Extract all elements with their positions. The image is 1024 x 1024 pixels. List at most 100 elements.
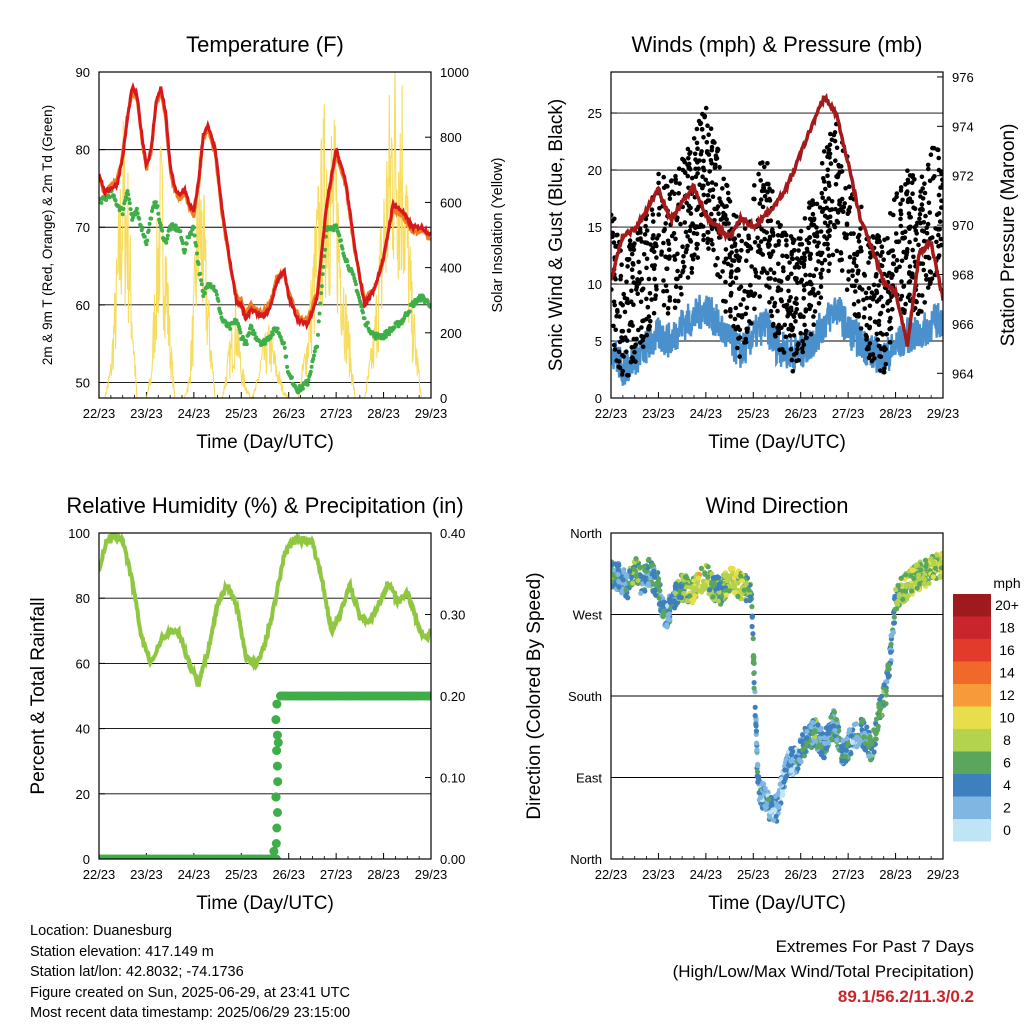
- gust-point: [820, 209, 825, 214]
- dewpoint-point: [196, 262, 201, 266]
- gust-point: [793, 319, 798, 324]
- speed-legend: mph 20+ 18 16 14 12 10 8 6 4 2 0: [953, 575, 1021, 842]
- direction-point: [909, 567, 916, 573]
- y2-tick-label: 400: [440, 261, 462, 276]
- gust-point: [735, 255, 741, 261]
- gust-point: [683, 249, 689, 255]
- location-text: Location: Duanesburg: [30, 923, 172, 939]
- direction-point: [786, 762, 792, 768]
- gust-point: [619, 335, 624, 340]
- gust-point: [863, 332, 869, 338]
- precip-point: [271, 715, 281, 725]
- y2-tick-label: 968: [952, 268, 974, 283]
- direction-point: [762, 803, 768, 809]
- direction-point: [677, 594, 683, 600]
- gust-point: [925, 285, 931, 290]
- gust-point: [708, 126, 714, 131]
- gust-point: [862, 306, 867, 311]
- gust-point: [802, 322, 807, 328]
- gust-point: [768, 276, 773, 281]
- direction-point: [646, 556, 652, 563]
- gust-point: [794, 276, 799, 281]
- gust-point: [733, 305, 739, 311]
- legend-swatch: [953, 819, 991, 842]
- gust-point: [624, 296, 630, 302]
- gust-point: [901, 283, 907, 289]
- direction-point: [672, 605, 678, 611]
- plot-border: [98, 532, 432, 860]
- gust-point: [936, 167, 942, 173]
- direction-point: [695, 575, 701, 581]
- gust-point: [703, 105, 709, 111]
- gust-point: [632, 349, 637, 355]
- direction-point: [767, 814, 773, 820]
- direction-point: [716, 581, 723, 587]
- gust-point: [887, 326, 892, 332]
- gust-point: [906, 211, 912, 216]
- gust-point: [816, 290, 821, 296]
- direction-point: [754, 740, 760, 746]
- gust-point: [624, 338, 630, 343]
- gust-point: [728, 308, 733, 314]
- y-tick-label: 70: [76, 220, 90, 235]
- x-tick-label: 29/23: [927, 406, 960, 421]
- y2-tick-label: 972: [952, 169, 974, 184]
- gust-point: [748, 292, 754, 298]
- direction-point: [691, 596, 697, 602]
- dewpoint-point: [112, 193, 116, 198]
- y-tick-label: North: [570, 526, 602, 541]
- gust-point: [874, 288, 879, 294]
- direction-point: [848, 751, 854, 757]
- direction-point: [707, 587, 713, 593]
- gust-point: [712, 206, 717, 212]
- dewpoint-point: [361, 310, 365, 315]
- gust-point: [833, 206, 838, 212]
- gust-point: [835, 174, 840, 180]
- gust-point: [811, 322, 816, 328]
- legend-swatch: [953, 639, 991, 662]
- gust-point: [645, 304, 651, 310]
- direction-point: [862, 747, 869, 753]
- gust-point: [659, 252, 664, 257]
- gust-point: [812, 292, 818, 298]
- gust-point: [695, 160, 700, 165]
- gust-point: [807, 235, 813, 240]
- gust-point: [911, 254, 916, 260]
- direction-point: [611, 572, 616, 578]
- dewpoint-point: [305, 382, 310, 387]
- gust-point: [701, 237, 706, 243]
- direction-point: [731, 589, 738, 596]
- gust-point: [701, 183, 706, 189]
- gust-point: [826, 253, 832, 258]
- x-tick-label: 26/23: [784, 867, 817, 882]
- direction-point: [638, 590, 644, 596]
- x-tick-label: 27/23: [832, 406, 865, 421]
- gust-point: [926, 200, 932, 206]
- gust-point: [737, 354, 742, 359]
- gust-point: [890, 261, 896, 267]
- direction-point: [823, 745, 829, 751]
- gust-point: [879, 244, 885, 249]
- direction-point: [754, 747, 760, 753]
- dewpoint-point: [319, 284, 324, 289]
- direction-point: [652, 574, 658, 580]
- gust-point: [791, 333, 797, 338]
- dewpoint-point: [121, 207, 126, 211]
- gust-point: [816, 301, 822, 306]
- direction-point: [625, 595, 631, 601]
- direction-point: [886, 666, 892, 672]
- dewpoint-point: [149, 216, 154, 221]
- gust-point: [657, 205, 662, 211]
- direction-point: [702, 570, 708, 576]
- dewpoint-point: [387, 332, 392, 337]
- gust-point: [689, 265, 695, 271]
- gust-point: [728, 274, 734, 280]
- y2-axis-label: Solar Insolation (Yellow): [490, 157, 506, 312]
- gust-point: [755, 235, 760, 241]
- gust-point: [690, 256, 696, 262]
- gust-point: [646, 276, 652, 282]
- dewpoint-point: [278, 335, 283, 340]
- direction-point: [746, 587, 752, 593]
- gust-point: [852, 283, 857, 289]
- direction-point: [821, 735, 828, 741]
